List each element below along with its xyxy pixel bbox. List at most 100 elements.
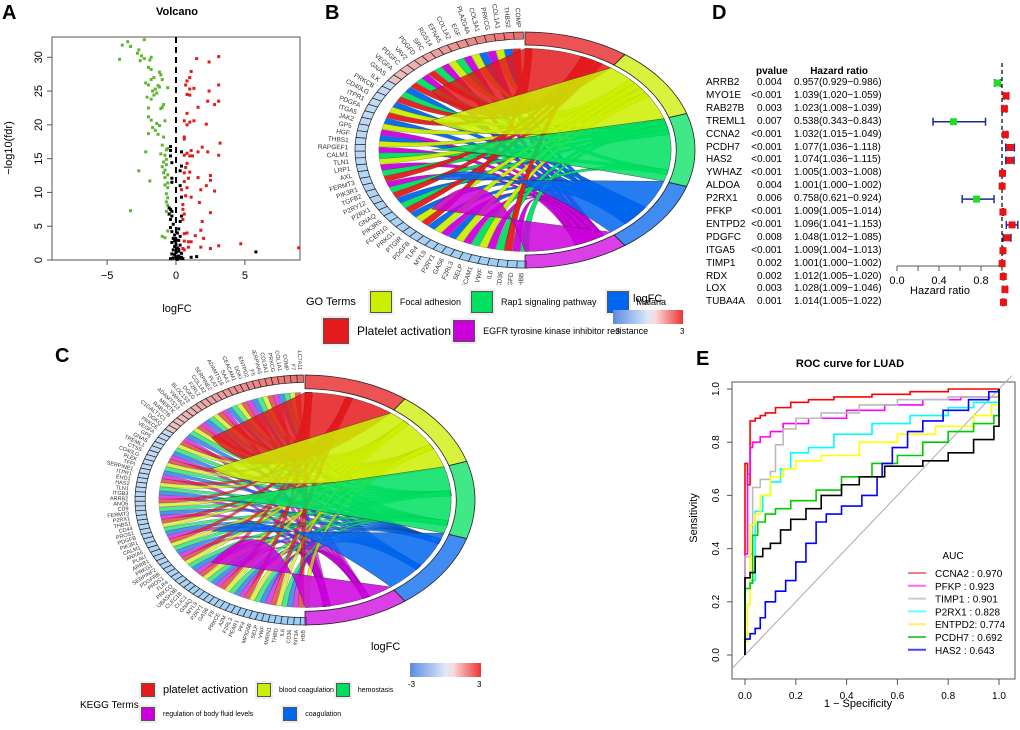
volcano-point-down [159, 73, 163, 77]
volcano-point-down [138, 59, 142, 63]
volcano-point-up [185, 92, 189, 96]
kegg-legend-swatch-coagulation [283, 707, 298, 721]
volcano-point-up [217, 99, 221, 103]
volcano-point-up [206, 150, 210, 154]
volcano-ytick-label: 15 [33, 153, 45, 165]
volcano-title: Volcano [156, 6, 198, 18]
kegg-gene-label: HBB [301, 630, 307, 642]
volcano-point-up [196, 105, 200, 109]
volcano-point-down [164, 157, 168, 161]
forest-row-gene: MYO1E [706, 89, 742, 101]
volcano-point-down [142, 38, 146, 42]
volcano-point-up [192, 86, 196, 90]
volcano-point-ns [177, 254, 181, 258]
volcano-point-up [188, 170, 192, 174]
volcano-point-down [129, 44, 133, 48]
volcano-point-ns [170, 180, 174, 184]
kegg-gene-block [134, 496, 146, 502]
volcano-point-up [189, 240, 193, 244]
volcano-xtick-label: 0 [173, 270, 179, 282]
volcano-point-up [186, 176, 190, 180]
kegg-legend-label-coagulation: coagulation [305, 710, 342, 718]
kegg-gene-label: ITPR1 [116, 468, 132, 477]
volcano-point-up [204, 122, 208, 126]
go-legend-label-egfr: EGFR tyrosine kinase inhibitor resistanc… [483, 326, 649, 336]
forest-point [1006, 156, 1014, 164]
volcano-point-up [217, 153, 221, 157]
forest-row-pvalue: <0.001 [751, 89, 782, 101]
volcano-point-down [159, 107, 163, 111]
panel-label-e: E [696, 348, 710, 370]
volcano-point-up [182, 212, 186, 216]
volcano-point-ns [171, 248, 175, 252]
volcano-point-down [149, 78, 153, 82]
volcano-point-ns [171, 222, 175, 226]
roc-curve-pcdh7 [744, 389, 1000, 655]
volcano-point-ns [180, 251, 184, 255]
volcano-point-up [208, 247, 212, 251]
kegg-legend-label-regulation-body-fluid: regulation of body fluid levels [163, 710, 254, 718]
go-gene-label: IL6 [486, 269, 495, 280]
volcano-point-ns [174, 238, 178, 242]
forest-xlabel: Hazard ratio [910, 285, 970, 297]
volcano-point-up [188, 93, 192, 97]
volcano-point-ns [170, 161, 174, 165]
roc-curve-p2rx1 [744, 389, 1000, 655]
forest-point [1008, 221, 1016, 229]
volcano-point-down [149, 97, 153, 101]
kegg-gene-label: F8 [208, 610, 216, 619]
kegg-gene-label: THBD [271, 628, 279, 644]
kegg-gene-label: COMP [281, 354, 289, 371]
forest-point [998, 260, 1006, 268]
forest-row-pvalue: 0.004 [756, 77, 782, 88]
kegg-gene-label: PF4 [238, 621, 247, 633]
volcano-point-ns [170, 209, 174, 213]
forest-row-hr: 0.758(0.621−0.924) [794, 193, 882, 205]
go-term-ribbon [431, 187, 612, 252]
forest-row-gene: TIMP1 [706, 257, 736, 269]
volcano-point-down [163, 183, 167, 187]
forest-row-gene: ARRB2 [706, 77, 740, 88]
volcano-ytick-label: 25 [33, 85, 45, 97]
volcano-point-ns [171, 236, 175, 240]
roc-legend-label: ENTPD2: 0.774 [935, 620, 1005, 631]
volcano-point-up [213, 103, 217, 107]
go-legend-swatch-focal-adhesion [369, 291, 392, 313]
volcano-point-down [164, 209, 168, 213]
volcano-point-up [185, 151, 189, 155]
volcano-point-up [207, 60, 211, 64]
kegg-gene-block [134, 491, 146, 498]
kegg-gene-label: FERMT3 [107, 511, 130, 519]
forest-point [999, 169, 1007, 177]
kegg-legend-swatch-platelet-activation [141, 683, 155, 697]
roc-legend-title: AUC [942, 551, 963, 562]
kegg-gene-label: F7 [289, 364, 295, 371]
volcano-point-ns [170, 214, 174, 218]
forest-row-hr: 1.096(1.041−1.153) [794, 218, 882, 230]
go-gene-block [354, 137, 367, 146]
forest-header-pvalue: pvalue [756, 66, 788, 77]
volcano-point-ns [178, 234, 182, 238]
volcano-point-up [297, 246, 301, 250]
kegg-gene-block [286, 616, 295, 626]
volcano-point-down [144, 81, 148, 85]
kegg-gene-label: ARRB2 [110, 496, 128, 502]
forest-point [949, 118, 957, 126]
volcano-point-ns [170, 230, 174, 234]
volcano-point-up [185, 161, 189, 165]
kegg-gene-label: MMRN1 [263, 627, 273, 645]
forest-row-hr: 1.009(1.004−1.013) [794, 244, 882, 256]
volcano-point-ns [175, 257, 179, 261]
forest-row-hr: 1.014(1.005−1.022) [794, 296, 882, 308]
kegg-gene-label: WNT3A [293, 629, 300, 645]
kegg-gene-block [134, 500, 146, 507]
forest-plot: 0.0 0.4 0.8 Hazard ratio [889, 63, 1019, 307]
volcano-ytick-label: 20 [33, 119, 45, 131]
kegg-gene-label: SLC7A11 [296, 350, 303, 370]
kegg-term-ribbon [211, 522, 445, 588]
volcano-point-up [188, 154, 192, 158]
roc-diagonal-line [731, 375, 1013, 669]
volcano-point-up [184, 194, 188, 198]
volcano-point-up [199, 245, 203, 249]
volcano-ytick-label: 5 [33, 223, 45, 229]
